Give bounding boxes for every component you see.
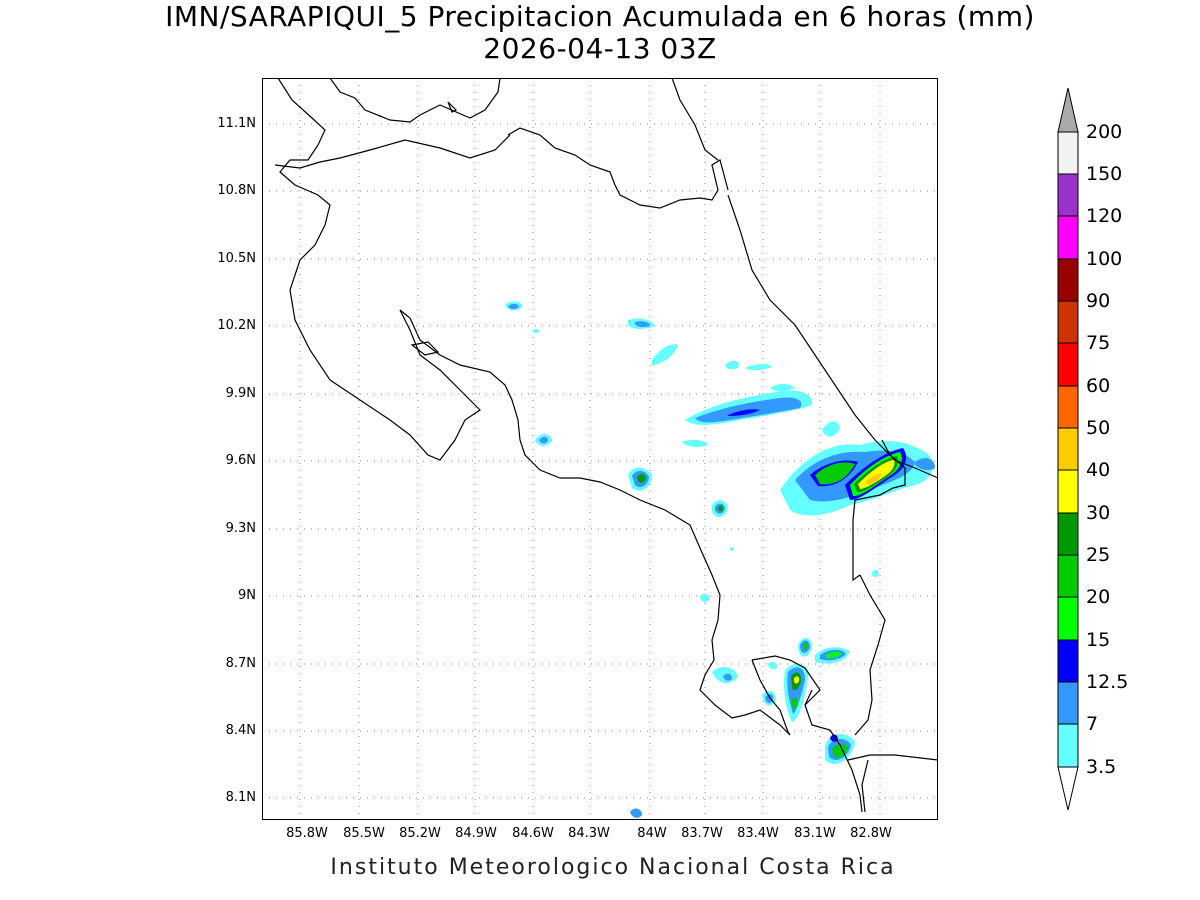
colorbar-swatch [1057, 723, 1079, 768]
precip-cell-20mm [803, 642, 808, 650]
grid-lines [262, 78, 938, 820]
precip-cell-7mm [723, 673, 732, 681]
precip-cell-15mm [728, 409, 760, 416]
precip-cell-20mm [792, 697, 798, 710]
colorbar-label: 90 [1086, 290, 1111, 312]
precip-cell-7mm [630, 808, 642, 818]
lat-label: 9N [238, 588, 256, 603]
colorbar-swatch [1057, 469, 1079, 514]
lat-label: 8.7N [225, 656, 256, 671]
map-datetime: 2026-04-13 03Z [483, 32, 717, 65]
colorbar-swatch [1057, 427, 1079, 471]
precip-cell-3mm [822, 421, 840, 437]
colorbar-swatch [1057, 554, 1079, 598]
precip-cell-3mm [768, 661, 778, 670]
precip-cell-3mm [730, 546, 735, 552]
colorbar-label: 200 [1086, 121, 1123, 143]
precip-cell-3mm [871, 569, 879, 577]
colorbar-label: 3.5 [1086, 756, 1117, 778]
map-frame [262, 78, 938, 820]
colorbar-max-arrow [1057, 87, 1079, 133]
lat-label: 9.9N [225, 386, 256, 401]
precip-cell-3mm [652, 344, 678, 365]
colorbar-min-arrow [1057, 766, 1079, 811]
colorbar-label: 120 [1086, 205, 1123, 227]
lon-label: 83.7W [681, 826, 723, 841]
lon-label: 84.6W [512, 826, 554, 841]
coastline [277, 78, 938, 813]
precip-cell-40mm [865, 473, 882, 485]
colorbar-label: 25 [1086, 544, 1111, 566]
precip-cell-7mm [635, 321, 650, 328]
precip-cell-3mm [725, 360, 739, 370]
colorbar-label: 7 [1086, 713, 1099, 735]
colorbar-label: 60 [1086, 375, 1111, 397]
colorbar-swatch [1057, 681, 1079, 725]
lat-label: 11.1N [217, 116, 256, 131]
colorbar-swatch [1057, 215, 1079, 260]
colorbar-swatch [1057, 639, 1079, 683]
colorbar-swatch [1057, 258, 1079, 302]
precip-cell-7mm [915, 458, 935, 471]
colorbar-label: 100 [1086, 248, 1123, 270]
precip-cell-3mm [700, 593, 710, 603]
precip-cell-7mm [508, 303, 519, 310]
precip-cell-3mm [745, 364, 772, 371]
lon-label: 84W [637, 826, 667, 841]
lon-label: 84.9W [455, 826, 497, 841]
precip-cell-25mm [637, 474, 646, 483]
lat-label: 10.5N [217, 251, 256, 266]
colorbar-swatch [1057, 300, 1079, 344]
colorbar-swatch [1057, 173, 1079, 217]
lat-label: 10.8N [217, 183, 256, 198]
lat-label: 9.6N [225, 453, 256, 468]
colorbar-label: 150 [1086, 163, 1123, 185]
lon-label: 85.5W [343, 826, 385, 841]
colorbar-label: 30 [1086, 502, 1111, 524]
precip-cell-3mm [532, 328, 540, 334]
map-title: IMN/SARAPIQUI_5 Precipitacion Acumulada … [165, 0, 1035, 33]
colorbar-label: 75 [1086, 332, 1111, 354]
lat-label: 8.4N [225, 723, 256, 738]
colorbar-label: 15 [1086, 629, 1111, 651]
lon-label: 83.4W [737, 826, 779, 841]
colorbar-label: 50 [1086, 417, 1111, 439]
lat-label: 9.3N [225, 521, 256, 536]
colorbar-swatch [1057, 342, 1079, 387]
precip-cell-30mm [794, 676, 800, 684]
colorbar-label: 12.5 [1086, 671, 1129, 693]
lon-label: 85.2W [399, 826, 441, 841]
lon-label: 85.8W [286, 826, 328, 841]
precip-cell-3mm [682, 439, 708, 447]
colorbar-label: 40 [1086, 459, 1111, 481]
lon-label: 82.8W [850, 826, 892, 841]
lon-label: 84.3W [568, 826, 610, 841]
colorbar-swatch [1057, 385, 1079, 429]
colorbar-label: 20 [1086, 586, 1111, 608]
colorbar [1057, 87, 1079, 811]
colorbar-swatch [1057, 596, 1079, 641]
precip-cell-15mm [826, 651, 842, 658]
lat-label: 8.1N [225, 790, 256, 805]
precip-cell-25mm [718, 505, 723, 512]
precip-cell-7mm [765, 693, 774, 704]
colorbar-swatch [1057, 131, 1079, 175]
border [274, 134, 906, 736]
precip-cell-20mm [815, 462, 855, 485]
lat-label: 10.2N [217, 318, 256, 333]
colorbar-swatch [1057, 512, 1079, 556]
lon-label: 83.1W [794, 826, 836, 841]
precip-cell-3mm [770, 383, 795, 391]
precip-cell-7mm [539, 436, 548, 444]
footer-credit: Instituto Meteorologico Nacional Costa R… [330, 855, 896, 880]
